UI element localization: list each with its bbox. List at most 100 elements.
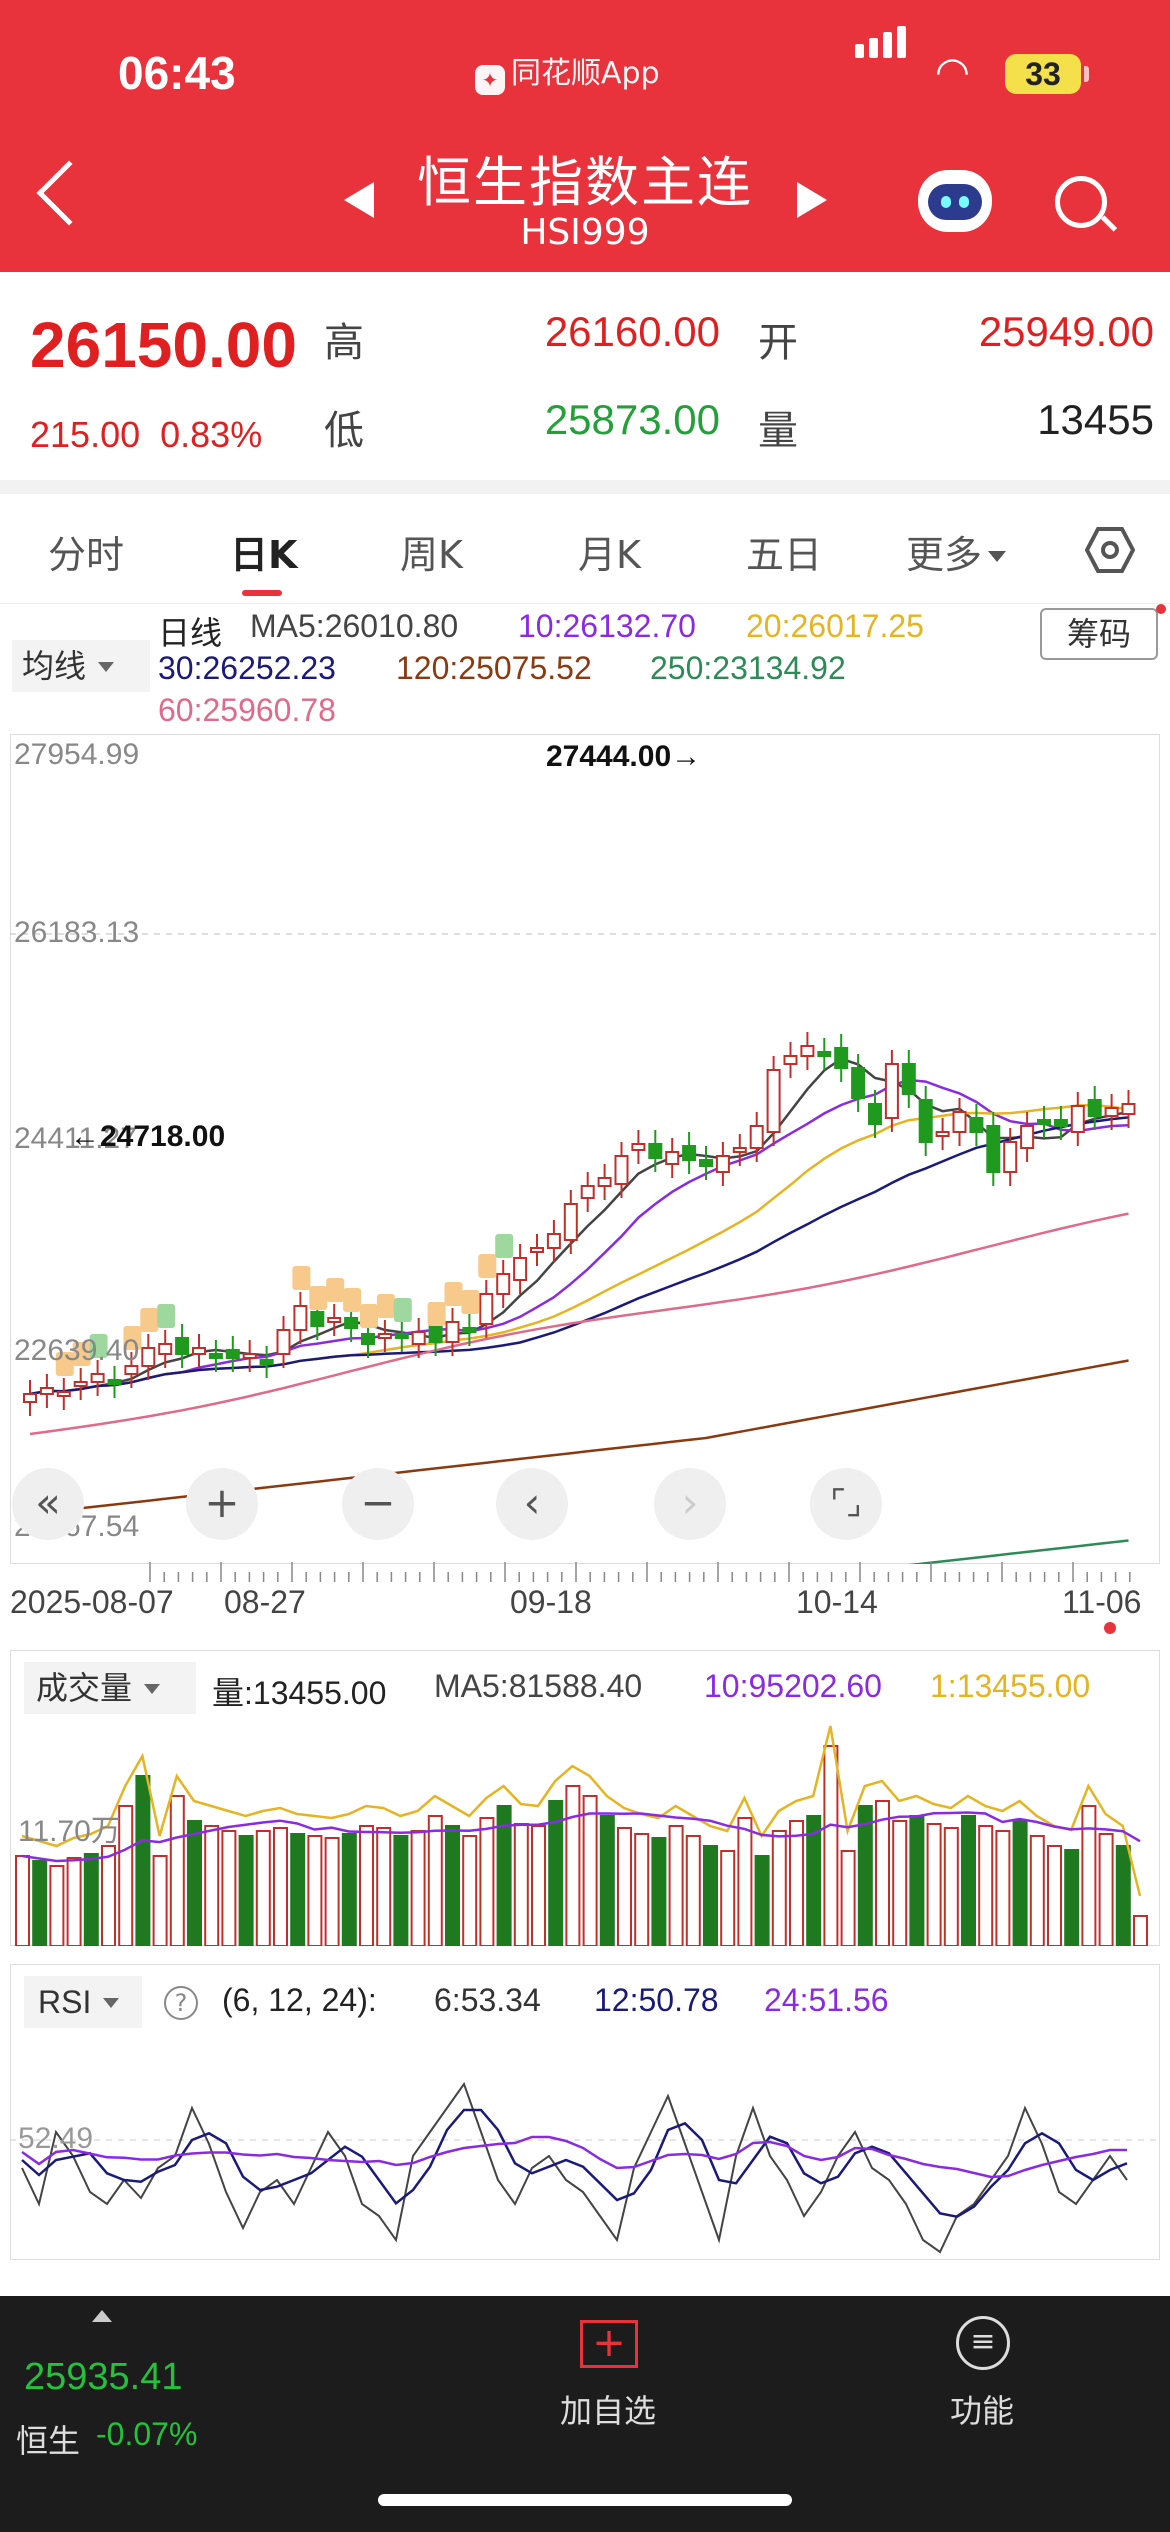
volume-bar: [118, 1805, 134, 1946]
candle-body: [208, 1353, 223, 1359]
candle-body: [766, 1069, 781, 1133]
candle-body: [428, 1325, 443, 1343]
candle-body: [445, 1321, 460, 1343]
zoom-out-button[interactable]: −: [342, 1468, 414, 1540]
ma60-line: [29, 1212, 1129, 1436]
indicator-select[interactable]: 均线: [12, 640, 150, 692]
candle-body: [141, 1347, 156, 1367]
volume-chart[interactable]: [10, 1720, 1160, 1946]
rewind-button[interactable]: «: [12, 1468, 84, 1540]
tab-daily-k[interactable]: 日K: [230, 533, 298, 577]
tab-monthly-k[interactable]: 月K: [578, 533, 641, 577]
candle-body: [175, 1337, 190, 1355]
search-icon[interactable]: [1055, 176, 1107, 228]
tab-weekly-k[interactable]: 周K: [400, 533, 463, 577]
date-label-end: 11-06: [1062, 1584, 1142, 1620]
open-value: 25949.00: [978, 308, 1154, 355]
function-menu-icon[interactable]: ≡: [956, 2316, 1010, 2370]
rsi24-value: 24:51.56: [764, 1982, 889, 2018]
bottom-bar: 25935.41 恒生 -0.07% + 加自选 ≡ 功能: [0, 2296, 1170, 2532]
battery-tip: [1084, 66, 1089, 82]
ma120-value: 120:25075.52: [396, 650, 592, 686]
fullscreen-button[interactable]: ⌜⌟: [810, 1468, 882, 1540]
open-label: 开: [758, 320, 798, 366]
rsi-panel: [10, 1964, 1160, 2260]
rsi-indicator-select[interactable]: RSI: [24, 1976, 142, 2028]
chevron-down-icon: [103, 1998, 120, 2008]
volume-bar: [238, 1835, 254, 1946]
td-marker: [89, 1334, 108, 1358]
candle-body: [1104, 1107, 1119, 1117]
candle-body: [580, 1185, 595, 1199]
notification-dot: [1156, 604, 1166, 614]
td-marker: [461, 1290, 480, 1314]
pan-right-button[interactable]: ›: [654, 1468, 726, 1540]
add-watchlist-icon[interactable]: +: [580, 2320, 638, 2368]
candle-body: [377, 1333, 392, 1339]
td-marker: [292, 1266, 311, 1290]
rsi6-value: 6:53.34: [434, 1982, 541, 2018]
td-marker: [140, 1308, 159, 1332]
volume-bar: [685, 1835, 701, 1946]
volume-label: 量: [758, 408, 798, 454]
pan-left-button[interactable]: ‹: [496, 1468, 568, 1540]
home-indicator: [378, 2494, 792, 2506]
rsi-chart[interactable]: [10, 2030, 1160, 2260]
help-icon[interactable]: ?: [164, 1986, 198, 2020]
low-label: 低: [324, 408, 364, 454]
function-button[interactable]: 功能: [950, 2392, 1015, 2430]
volume-bar: [806, 1815, 822, 1946]
candle-body: [817, 1051, 832, 1057]
candle-body: [225, 1349, 240, 1359]
candle-body: [851, 1067, 866, 1099]
tab-more[interactable]: 更多: [906, 524, 1007, 579]
tab-intraday[interactable]: 分时: [48, 533, 125, 577]
volume-bar: [548, 1800, 564, 1946]
volume-bar: [359, 1825, 374, 1946]
candle-body: [1121, 1103, 1136, 1115]
td-marker: [376, 1294, 395, 1318]
kline-chart[interactable]: [10, 734, 1160, 1564]
add-watchlist-button[interactable]: 加自选: [560, 2392, 657, 2430]
volume-bar: [565, 1785, 581, 1946]
td-marker: [343, 1288, 362, 1312]
kline-panel: [10, 734, 1160, 1564]
y-tick-3: 24411.27: [14, 1122, 137, 1155]
candle-body: [546, 1233, 561, 1249]
candle-body: [597, 1177, 612, 1187]
settings-hex-icon[interactable]: [1085, 526, 1135, 574]
volume-ma5: MA5:81588.40: [434, 1668, 643, 1704]
volume-bar: [1047, 1845, 1062, 1946]
td-marker: [157, 1304, 176, 1328]
volume-bar: [410, 1830, 426, 1946]
chip-distribution-button[interactable]: 筹码: [1040, 608, 1158, 660]
prev-instrument-icon[interactable]: [344, 182, 374, 218]
zoom-in-button[interactable]: +: [186, 1468, 258, 1540]
volume-bar: [617, 1827, 632, 1946]
volume-bar: [789, 1820, 804, 1946]
candle-body: [479, 1293, 494, 1325]
candle-body: [901, 1063, 916, 1095]
candle-body: [344, 1317, 359, 1329]
assistant-robot-icon[interactable]: [918, 170, 992, 232]
ma250-line: [908, 1539, 1129, 1564]
rsi24-line: [21, 2135, 1127, 2179]
candle-body: [868, 1103, 882, 1125]
volume-bar: [101, 1845, 116, 1946]
candle-body: [986, 1125, 1001, 1173]
candle-body: [124, 1365, 139, 1375]
status-time: 06:43: [118, 47, 236, 99]
candle-body: [715, 1155, 730, 1173]
candle-body: [242, 1353, 257, 1359]
candle-body: [918, 1099, 933, 1143]
candle-body: [513, 1257, 528, 1281]
candle-body: [327, 1317, 342, 1323]
volume-indicator-select[interactable]: 成交量: [24, 1662, 196, 1714]
tab-five-day[interactable]: 五日: [746, 533, 823, 577]
volume-bar: [376, 1827, 392, 1946]
volume-bar: [703, 1845, 718, 1946]
volume-bar: [513, 1823, 529, 1946]
index-price[interactable]: 25935.41: [24, 2356, 183, 2398]
next-instrument-icon[interactable]: [797, 182, 827, 218]
low-value: 25873.00: [544, 396, 720, 443]
